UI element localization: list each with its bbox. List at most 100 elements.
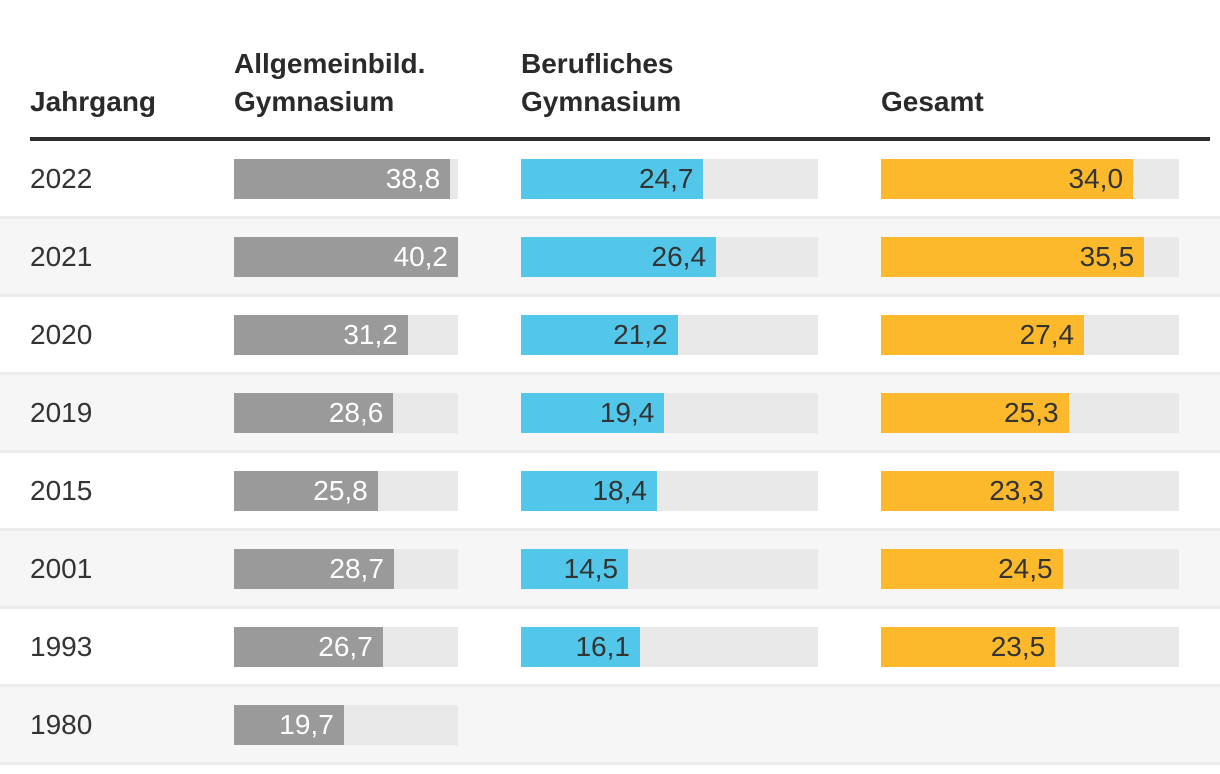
bar-value-label: 24,7 — [638, 162, 694, 194]
bar-value-label: 23,3 — [989, 474, 1044, 506]
year-label: 2015 — [30, 474, 93, 506]
bar: 25,3 — [881, 392, 1069, 433]
column-header-label: Gesamt — [881, 86, 984, 117]
bar-track: 25,3 — [881, 392, 1179, 433]
bar-value-label: 26,4 — [651, 240, 707, 272]
bar: 14,5 — [521, 548, 629, 589]
bar-value-label: 28,6 — [328, 396, 384, 428]
table-row: 2021 40,2 26,4 35,5 — [0, 219, 1220, 297]
bar: 34,0 — [881, 158, 1134, 199]
table-body: 2022 38,8 24,7 34,0 2021 40,2 26,4 35,5 2020 31,2… — [0, 141, 1220, 765]
bar: 23,5 — [881, 626, 1056, 667]
table-row: 1980 19,7 — [0, 687, 1220, 765]
bar-track: 27,4 — [881, 314, 1179, 355]
bar-value-label: 38,8 — [385, 162, 441, 194]
bar: 24,7 — [521, 158, 704, 199]
bar-value-label: 21,2 — [613, 318, 668, 350]
year-label: 2022 — [30, 162, 93, 194]
bar-value-label: 23,5 — [990, 630, 1046, 662]
bar-cell: 23,3 — [881, 470, 1210, 511]
column-header-jahrgang: Jahrgang — [30, 83, 234, 137]
bar-value-label: 27,4 — [1019, 318, 1075, 350]
bar-track: 38,8 — [234, 158, 458, 199]
bar: 27,4 — [881, 314, 1085, 355]
year-label: 2001 — [30, 552, 93, 584]
bar-cell: 34,0 — [881, 158, 1210, 199]
bar-value-label: 19,4 — [599, 396, 655, 428]
bar-track: 21,2 — [521, 314, 818, 355]
bar-cell: 38,8 — [234, 158, 521, 199]
bar: 24,5 — [881, 548, 1063, 589]
bar-cell: 26,4 — [521, 236, 881, 277]
bar-cell: 24,7 — [521, 158, 881, 199]
bar: 25,8 — [234, 470, 378, 511]
bar-value-label: 25,3 — [1004, 396, 1059, 428]
bar-track: 28,6 — [234, 392, 458, 433]
bar-cell: 19,7 — [234, 704, 521, 745]
column-header-allgemeinbildendes-gymnasium: Allgemeinbild. Gymnasium — [234, 45, 521, 137]
year-label: 1993 — [30, 630, 93, 662]
bar-track: 24,5 — [881, 548, 1179, 589]
bar-track: 19,4 — [521, 392, 818, 433]
bar: 19,4 — [521, 392, 665, 433]
bar-track: 19,7 — [234, 704, 458, 745]
bar: 38,8 — [234, 158, 451, 199]
table-row: 2015 25,8 18,4 23,3 — [0, 453, 1220, 531]
bar-track: 34,0 — [881, 158, 1179, 199]
bar: 21,2 — [521, 314, 678, 355]
bar-cell: 25,3 — [881, 392, 1210, 433]
bar-value-label: 24,5 — [998, 552, 1053, 584]
column-header-label: Gymnasium — [521, 86, 682, 117]
table-row: 2001 28,7 14,5 24,5 — [0, 531, 1220, 609]
table-row: 2020 31,2 21,2 27,4 — [0, 297, 1220, 375]
bar: 23,3 — [881, 470, 1054, 511]
year-label: 2020 — [30, 318, 93, 350]
bar-cell: 31,2 — [234, 314, 521, 355]
bar-cell: 24,5 — [881, 548, 1210, 589]
bar-track: 40,2 — [234, 236, 458, 277]
bar-cell: 27,4 — [881, 314, 1210, 355]
bar-value-label: 18,4 — [592, 474, 647, 506]
column-header-label: Berufliches — [521, 48, 674, 79]
bar-value-label: 34,0 — [1068, 162, 1124, 194]
bar-track: 18,4 — [521, 470, 818, 511]
bar-value-label: 25,8 — [313, 474, 368, 506]
bar-cell: 23,5 — [881, 626, 1210, 667]
bar: 18,4 — [521, 470, 657, 511]
bar-track: 14,5 — [521, 548, 818, 589]
bar-value-label: 28,7 — [329, 552, 384, 584]
bar-track: 26,4 — [521, 236, 818, 277]
bar: 19,7 — [234, 704, 344, 745]
bar: 16,1 — [521, 626, 640, 667]
bar-cell: 18,4 — [521, 470, 881, 511]
bar-track: 25,8 — [234, 470, 458, 511]
bar-cell: 14,5 — [521, 548, 881, 589]
table-header: Jahrgang Allgemeinbild. Gymnasium Berufl… — [30, 0, 1210, 141]
column-header-label: Gymnasium — [234, 86, 395, 117]
bar: 31,2 — [234, 314, 408, 355]
bar-track: 23,5 — [881, 626, 1179, 667]
bar-cell: 19,4 — [521, 392, 881, 433]
bar-cell: 28,6 — [234, 392, 521, 433]
column-header-gesamt: Gesamt — [881, 83, 1210, 137]
bar-track: 35,5 — [881, 236, 1179, 277]
bar: 26,4 — [521, 236, 717, 277]
bar-value-label: 19,7 — [279, 708, 334, 740]
table-row: 2022 38,8 24,7 34,0 — [0, 141, 1220, 219]
year-label: 2019 — [30, 396, 93, 428]
bar: 40,2 — [234, 236, 458, 277]
bar: 28,7 — [234, 548, 394, 589]
bar: 28,6 — [234, 392, 394, 433]
bar-track: 26,7 — [234, 626, 458, 667]
bar-value-label: 14,5 — [563, 552, 619, 584]
table-row: 2019 28,6 19,4 25,3 — [0, 375, 1220, 453]
bar: 26,7 — [234, 626, 383, 667]
bar-cell: 26,7 — [234, 626, 521, 667]
bar-track: 28,7 — [234, 548, 458, 589]
bar-cell: 21,2 — [521, 314, 881, 355]
bar-value-label: 35,5 — [1079, 240, 1135, 272]
bar-value-label: 16,1 — [575, 630, 630, 662]
bar-cell: 28,7 — [234, 548, 521, 589]
bar-cell: 25,8 — [234, 470, 521, 511]
